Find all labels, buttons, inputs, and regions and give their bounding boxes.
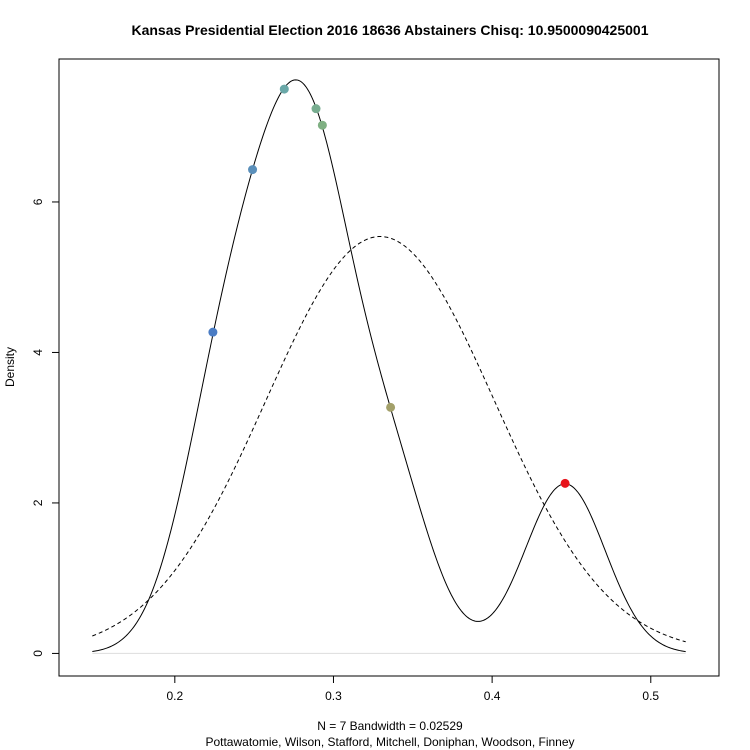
point-woodson	[386, 402, 396, 412]
point-finney	[560, 478, 570, 488]
chart-title: Kansas Presidential Election 2016 18636 …	[131, 22, 648, 38]
density-curves	[92, 79, 686, 653]
point-mitchell	[311, 104, 321, 114]
point-doniphan	[317, 120, 327, 130]
y-tick-label: 4	[31, 349, 45, 356]
point-pottawatomie	[208, 327, 218, 337]
point-stafford	[279, 84, 289, 94]
plot-frame	[58, 58, 720, 677]
kde-curve	[92, 79, 686, 653]
point-wilson	[248, 165, 258, 175]
y-tick-label: 2	[31, 499, 45, 506]
y-axis-label: Density	[3, 347, 17, 387]
chart-subtitle: Pottawatomie, Wilson, Stafford, Mitchell…	[205, 735, 574, 749]
x-tick-label: 0.4	[484, 689, 501, 703]
x-tick-label: 0.3	[325, 689, 342, 703]
x-tick-label: 0.2	[166, 689, 183, 703]
y-tick-label: 6	[31, 198, 45, 205]
x-tick-label: 0.5	[642, 689, 659, 703]
y-axis: 0 2 4 6	[31, 198, 59, 657]
y-tick-label: 0	[31, 650, 45, 657]
x-axis: 0.2 0.3 0.4 0.5	[166, 676, 659, 703]
x-axis-label: N = 7 Bandwidth = 0.02529	[317, 719, 463, 733]
normal-curve	[92, 236, 686, 643]
data-points	[208, 84, 570, 488]
